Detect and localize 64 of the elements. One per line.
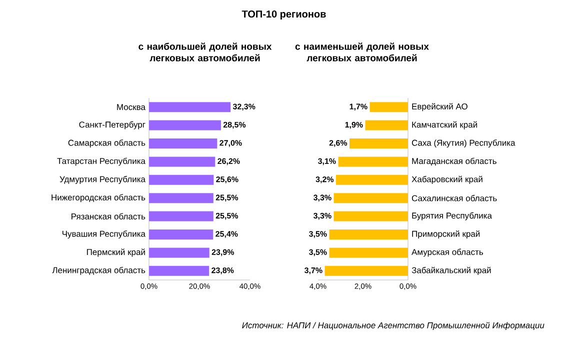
bar (329, 248, 408, 258)
data-label: 32,3% (232, 104, 256, 111)
data-label: 23,8% (212, 267, 234, 274)
data-label: 3,3% (314, 194, 332, 202)
bar (149, 211, 214, 222)
data-label: 25,5% (216, 194, 238, 202)
text: ТОП-10 регионов (242, 10, 326, 20)
y-tick-label: Чувашия Республика (62, 230, 146, 238)
data-label: 3,7% (304, 267, 322, 274)
data-label: 25,4% (216, 231, 238, 238)
y-tick-label: Самарская область (68, 139, 146, 148)
y-tick-label: Саха (Якутия) Республика (412, 139, 516, 148)
bar (334, 211, 408, 222)
bar (149, 120, 221, 130)
data-label: 23,9% (212, 249, 234, 256)
bar (370, 102, 408, 112)
y-tick-label: Рязанская область (72, 213, 146, 220)
y-tick-label: Санкт-Петербург (79, 121, 146, 130)
bar (149, 248, 210, 258)
data-label: 26,2% (218, 158, 240, 166)
y-tick-label: Удмуртия Республика (60, 176, 146, 184)
y-tick-label: Магаданская область (412, 158, 496, 166)
data-label: 25,5% (216, 212, 238, 220)
chart-subtitle: с наименьшей долей новых легковых автомобилей (295, 42, 429, 62)
bar (149, 193, 214, 204)
bar (149, 156, 216, 167)
y-tick-label: Татарстан Республика (57, 158, 146, 166)
bar (149, 138, 218, 148)
y-tick-label: Забайкальский край (412, 266, 491, 275)
data-label: 3,1% (318, 158, 336, 166)
data-label: 1,7% (350, 104, 368, 111)
y-tick-label: Хабаровский край (412, 176, 482, 184)
bar (149, 229, 214, 240)
data-label: 25,6% (216, 176, 238, 184)
bar (334, 193, 408, 204)
bar (338, 156, 408, 167)
text: Источник: НАПИ / Национальное Агентство Промышленной Информации (242, 322, 544, 330)
data-label: 3,2% (316, 176, 334, 184)
bar (336, 174, 408, 185)
y-tick-label: Камчатский край (412, 121, 477, 130)
data-label: 1,9% (345, 122, 363, 129)
bar (329, 229, 408, 240)
data-label: 3,5% (309, 249, 327, 256)
data-label: 3,3% (314, 212, 332, 220)
y-tick-label: Бурятия Республика (412, 212, 492, 220)
y-tick-label: Еврейский АО (412, 103, 468, 112)
y-tick-label: Сахалинская область (412, 194, 497, 202)
y-tick-label: Москва (117, 104, 146, 110)
bar (365, 120, 408, 130)
y-tick-label: Ленинградская область (52, 266, 146, 275)
bar (149, 266, 210, 276)
bar (350, 138, 408, 148)
data-label: 2,6% (329, 140, 348, 147)
data-label: 3,5% (309, 231, 327, 238)
y-tick-label: Пермский край (86, 248, 145, 257)
data-label: 28,5% (223, 122, 246, 129)
y-tick-label: Амурская область (412, 248, 483, 257)
y-tick-label: Нижегородская область (52, 194, 146, 202)
bar (324, 266, 408, 276)
chart-subtitle: с наибольшей долей новых легковых автомобилей (138, 42, 272, 62)
y-tick-label: Приморский край (412, 230, 480, 239)
data-label: 27,0% (220, 140, 242, 147)
bar (149, 174, 214, 185)
bar (149, 102, 231, 112)
